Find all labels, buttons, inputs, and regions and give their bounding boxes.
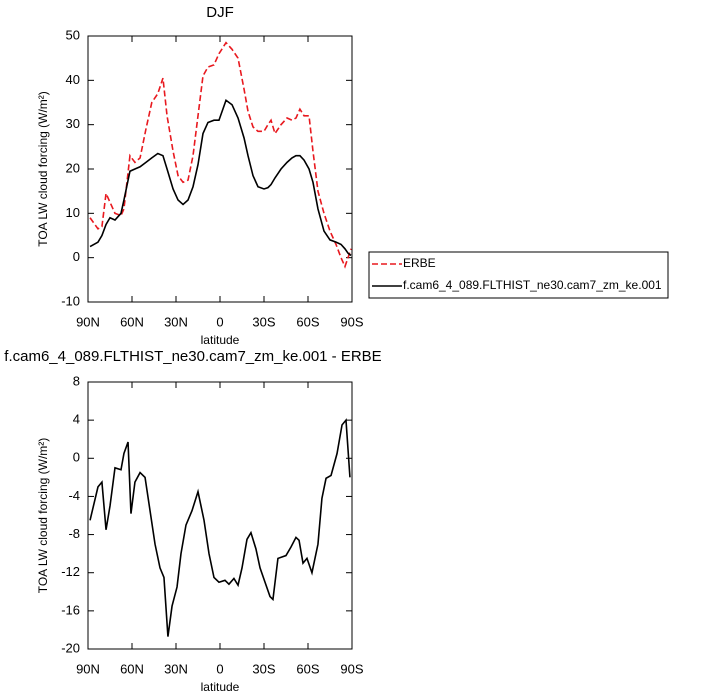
y-tick-label: 0 (73, 249, 80, 264)
x-axis-label: latitude (201, 333, 240, 347)
x-tick-label: 90S (340, 661, 363, 676)
x-tick-label: 30N (164, 314, 188, 329)
x-tick-label: 90N (76, 661, 100, 676)
x-tick-label: 90N (76, 314, 100, 329)
y-tick-label: 4 (73, 412, 80, 427)
plot-frame (87, 35, 353, 303)
data-line (89, 418, 351, 637)
x-tick-label: 30N (164, 661, 188, 676)
y-tick-label: 20 (66, 160, 80, 175)
x-tick-label: 0 (216, 314, 223, 329)
legend-label: f.cam6_4_089.FLTHIST_ne30.cam7_zm_ke.001 (403, 278, 662, 292)
plot-frame (87, 381, 353, 650)
data-line (89, 98, 352, 257)
legend-box (368, 251, 669, 299)
y-tick-label: -8 (68, 526, 80, 541)
y-tick-label: 8 (73, 373, 80, 388)
x-tick-label: 60S (296, 661, 319, 676)
y-tick-label: -16 (61, 602, 80, 617)
y-tick-label: -4 (68, 488, 80, 503)
chart-title: DJF (206, 4, 234, 21)
legend-label: ERBE (403, 256, 436, 270)
y-tick-label: -12 (61, 564, 80, 579)
x-tick-label: 0 (216, 661, 223, 676)
y-axis-label: TOA LW cloud forcing (W/m²) (36, 438, 50, 594)
y-tick-label: -10 (61, 293, 80, 308)
x-tick-label: 60S (296, 314, 319, 329)
y-tick-label: 0 (73, 450, 80, 465)
x-tick-label: 30S (252, 314, 275, 329)
x-tick-label: 30S (252, 661, 275, 676)
y-tick-label: 30 (66, 116, 80, 131)
y-tick-label: 50 (66, 27, 80, 42)
x-axis-label: latitude (201, 680, 240, 694)
x-tick-label: 60N (120, 314, 144, 329)
x-tick-label: 90S (340, 314, 363, 329)
y-tick-label: -20 (61, 640, 80, 655)
y-tick-label: 10 (66, 205, 80, 220)
y-tick-label: 40 (66, 72, 80, 87)
y-axis-label: TOA LW cloud forcing (W/m²) (36, 91, 50, 247)
chart-title: f.cam6_4_089.FLTHIST_ne30.cam7_zm_ke.001… (4, 348, 381, 365)
x-tick-label: 60N (120, 661, 144, 676)
data-line (89, 41, 352, 269)
